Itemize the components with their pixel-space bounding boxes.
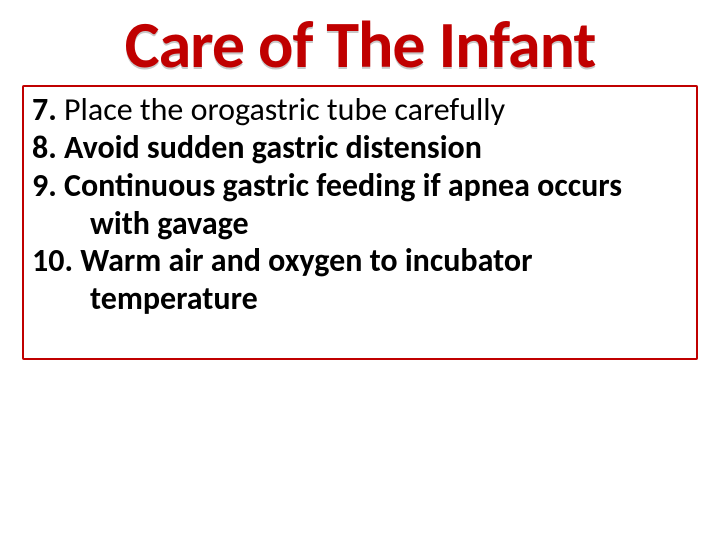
slide: Care of The Infant Care of The Infant 7.…	[0, 0, 720, 540]
slide-title: Care of The Infant Care of The Infant	[22, 10, 698, 79]
content-box: 7. Place the orogastric tube carefully 8…	[22, 85, 698, 360]
item-number: 7.	[32, 90, 57, 129]
item-text: Avoid sudden gastric distension	[64, 128, 482, 167]
item-text: Continuous gastric feeding if apnea occu…	[64, 166, 622, 243]
item-text: Place the orogastric tube carefully	[64, 90, 505, 129]
list-item: 10. Warm air and oxygen to incubator tem…	[32, 242, 688, 318]
item-number: 10.	[32, 241, 73, 280]
instruction-list: 7. Place the orogastric tube carefully 8…	[32, 91, 688, 318]
title-text: Care of The Infant	[125, 4, 596, 85]
item-number: 9.	[32, 166, 57, 205]
list-item: 7. Place the orogastric tube carefully	[32, 91, 688, 129]
item-number: 8.	[32, 128, 57, 167]
list-item: 8. Avoid sudden gastric distension	[32, 129, 688, 167]
item-text: Warm air and oxygen to incubator tempera…	[80, 241, 532, 318]
list-item: 9. Continuous gastric feeding if apnea o…	[32, 167, 688, 243]
